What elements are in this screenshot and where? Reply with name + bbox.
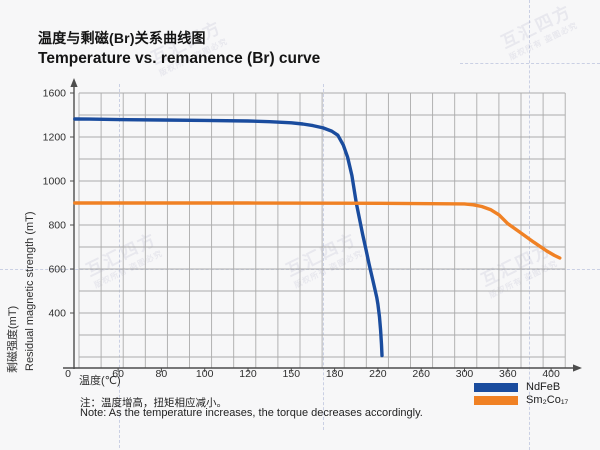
note-zh: 注：温度增高，扭矩相应减小。 xyxy=(80,397,227,409)
x-tick-label: 60 xyxy=(112,368,124,380)
legend-item-sm2co17: Sm₂Co₁₇ xyxy=(474,394,568,406)
y-tick-label: 600 xyxy=(48,264,66,276)
legend-swatch xyxy=(474,382,518,392)
x-tick-label: 80 xyxy=(156,368,168,380)
x-tick-label: 150 xyxy=(283,368,301,380)
y-tick-label: 400 xyxy=(48,308,66,320)
y-axis-arrow-icon xyxy=(70,78,78,87)
legend-swatch xyxy=(474,395,518,405)
x-tick-label: 180 xyxy=(326,368,344,380)
y-axis-title-zh: 剩磁强度(mT) xyxy=(7,305,19,373)
y-axis-title-en: Residual magnetic strength (mT) xyxy=(24,211,36,371)
legend-label: NdFeB xyxy=(526,381,561,393)
x-axis-arrow-icon xyxy=(573,364,582,372)
x-tick-label: 360 xyxy=(499,368,517,380)
x-tick-label: 400 xyxy=(542,368,560,380)
curve-smco xyxy=(73,201,562,260)
curve-ndfeb xyxy=(73,117,384,358)
x-tick-label: 220 xyxy=(369,368,387,380)
x-tick-label: 100 xyxy=(196,368,214,380)
x-tick-label: 260 xyxy=(412,368,430,380)
legend-item-ndfeb: NdFeB xyxy=(474,381,568,393)
y-tick-label: 1600 xyxy=(43,88,67,100)
chart-legend: NdFeB Sm₂Co₁₇ xyxy=(474,381,568,407)
x-axis-title: 温度(℃) xyxy=(79,375,121,387)
y-tick-label: 800 xyxy=(48,220,66,232)
chart-title-en: Temperature vs. remanence (Br) curve xyxy=(38,50,321,67)
note-en: Note: As the temperature increases, the … xyxy=(80,407,423,419)
y-tick-label: 1200 xyxy=(43,132,67,144)
y-tick-label: 1000 xyxy=(43,176,67,188)
legend-label: Sm₂Co₁₇ xyxy=(526,394,569,406)
x-tick-label: 300 xyxy=(456,368,474,380)
chart-title-zh: 温度与剩磁(Br)关系曲线图 xyxy=(38,30,206,46)
x-tick-label: 0 xyxy=(65,368,71,380)
x-tick-label: 120 xyxy=(239,368,257,380)
